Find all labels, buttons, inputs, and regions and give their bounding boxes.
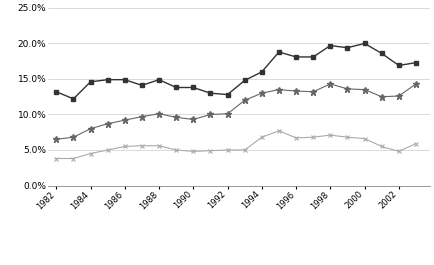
conjointe occupée: [362, 137, 367, 140]
sans conjointe: [191, 86, 196, 89]
conjointe inoccupée: [174, 116, 179, 119]
conjointe inoccupée: [191, 118, 196, 121]
conjointe occupée: [311, 136, 316, 139]
sans conjointe: [311, 55, 316, 59]
conjointe inoccupée: [71, 136, 76, 139]
conjointe inoccupée: [276, 88, 282, 91]
sans conjointe: [413, 61, 418, 64]
conjointe occupée: [208, 149, 213, 152]
conjointe occupée: [105, 148, 110, 152]
conjointe inoccupée: [345, 87, 350, 91]
conjointe occupée: [396, 150, 401, 153]
conjointe occupée: [88, 152, 93, 155]
Line: sans conjointe: sans conjointe: [54, 41, 418, 101]
conjointe occupée: [379, 145, 385, 148]
conjointe occupée: [157, 144, 162, 147]
sans conjointe: [139, 84, 145, 87]
conjointe inoccupée: [328, 82, 333, 86]
conjointe inoccupée: [139, 115, 145, 118]
conjointe inoccupée: [293, 90, 299, 93]
sans conjointe: [362, 42, 367, 45]
conjointe inoccupée: [208, 113, 213, 116]
sans conjointe: [71, 97, 76, 100]
conjointe occupée: [276, 129, 282, 132]
sans conjointe: [242, 79, 247, 82]
conjointe inoccupée: [122, 118, 128, 122]
sans conjointe: [54, 90, 59, 93]
conjointe occupée: [122, 145, 128, 148]
conjointe inoccupée: [362, 88, 367, 91]
conjointe inoccupée: [242, 99, 247, 102]
conjointe occupée: [174, 148, 179, 152]
sans conjointe: [122, 78, 128, 81]
conjointe occupée: [54, 157, 59, 160]
conjointe inoccupée: [311, 90, 316, 93]
conjointe inoccupée: [88, 127, 93, 130]
conjointe inoccupée: [54, 138, 59, 141]
Line: conjointe occupée: conjointe occupée: [54, 128, 418, 161]
sans conjointe: [259, 70, 264, 73]
conjointe occupée: [139, 144, 145, 147]
conjointe occupée: [328, 134, 333, 137]
conjointe inoccupée: [379, 95, 385, 98]
conjointe inoccupée: [259, 92, 264, 95]
conjointe occupée: [225, 148, 230, 152]
sans conjointe: [328, 44, 333, 47]
sans conjointe: [276, 50, 282, 54]
conjointe occupée: [413, 142, 418, 145]
conjointe occupée: [293, 136, 299, 139]
sans conjointe: [88, 80, 93, 83]
conjointe occupée: [242, 148, 247, 152]
sans conjointe: [208, 92, 213, 95]
conjointe occupée: [191, 150, 196, 153]
sans conjointe: [174, 86, 179, 89]
conjointe inoccupée: [157, 112, 162, 115]
conjointe inoccupée: [105, 122, 110, 125]
sans conjointe: [225, 93, 230, 96]
sans conjointe: [105, 78, 110, 81]
sans conjointe: [379, 52, 385, 55]
Line: conjointe inoccupée: conjointe inoccupée: [53, 81, 419, 143]
conjointe inoccupée: [396, 94, 401, 98]
sans conjointe: [157, 78, 162, 81]
conjointe occupée: [345, 136, 350, 139]
conjointe inoccupée: [413, 82, 418, 86]
sans conjointe: [293, 55, 299, 59]
conjointe occupée: [71, 157, 76, 160]
conjointe inoccupée: [225, 112, 230, 115]
sans conjointe: [345, 46, 350, 49]
conjointe occupée: [259, 136, 264, 139]
sans conjointe: [396, 64, 401, 67]
